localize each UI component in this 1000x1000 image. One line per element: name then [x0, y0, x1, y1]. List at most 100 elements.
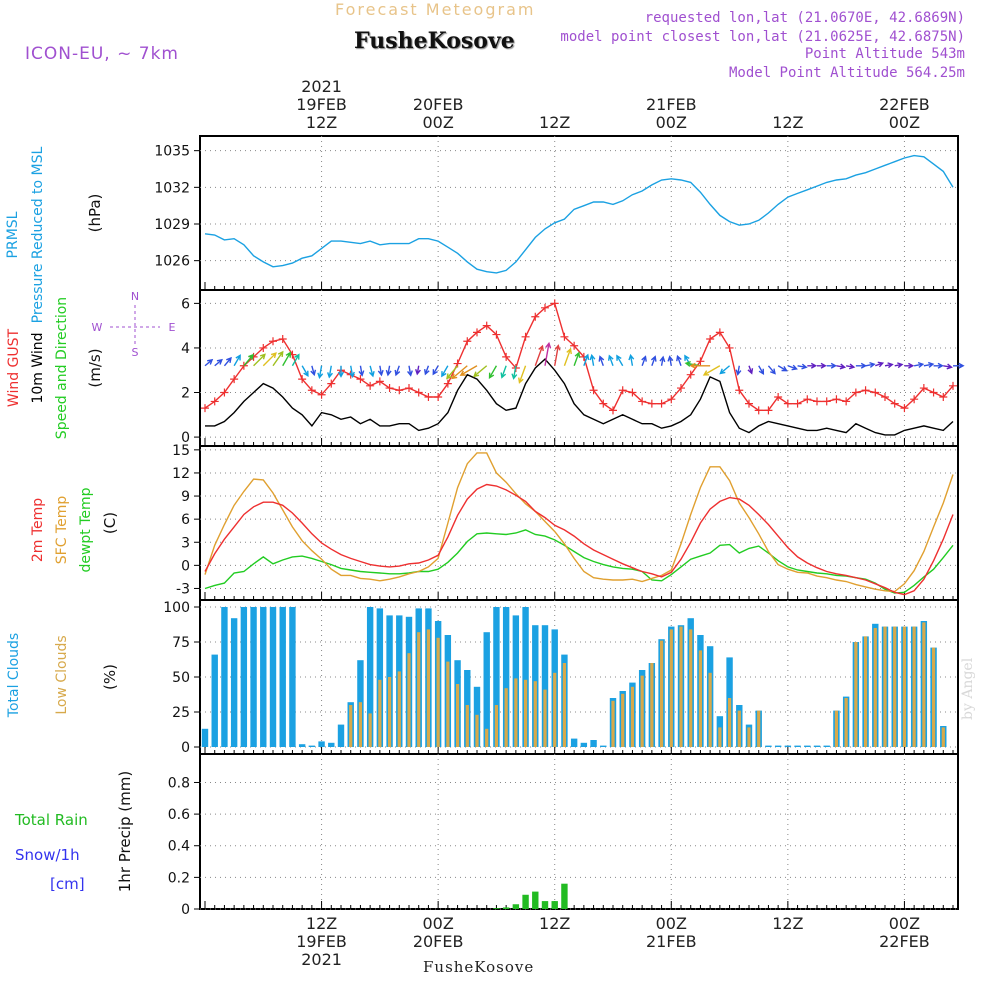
wind-direction-arrow — [233, 354, 241, 367]
wind-direction-arrow — [855, 362, 868, 369]
total-cloud-bar — [308, 745, 316, 747]
bottom-time-label: 19FEB — [296, 932, 347, 951]
model-point-altitude: Model Point Altitude 564.25m — [728, 65, 965, 81]
low-cloud-bar — [523, 679, 528, 747]
forecast-subtitle: Forecast Meteogram — [335, 0, 536, 19]
legend-total-rain: Total Rain — [14, 811, 88, 829]
gust-marker — [706, 335, 715, 344]
gust-marker — [929, 388, 938, 397]
total-cloud-bar — [318, 741, 325, 747]
series-label: PRMSL — [5, 211, 21, 258]
low-cloud-bar — [387, 677, 392, 747]
gust-marker — [774, 392, 783, 401]
panel-frame — [199, 753, 959, 910]
y-axis-label: (%) — [101, 664, 119, 690]
low-cloud-bar — [485, 728, 489, 747]
total-cloud-bar — [823, 745, 830, 747]
gust-marker — [482, 321, 491, 330]
gust-marker — [259, 343, 268, 352]
wind-direction-arrow — [641, 355, 647, 367]
gust-marker — [278, 335, 287, 344]
wind-direction-arrow — [787, 364, 798, 371]
total-cloud-bar — [366, 607, 374, 747]
low-cloud-bar — [504, 688, 508, 747]
total-cloud-bar — [240, 607, 248, 747]
low-cloud-bar — [562, 663, 567, 747]
wind-direction-arrow — [554, 344, 561, 366]
y-tick-label: 12 — [172, 466, 190, 482]
low-cloud-bar — [407, 653, 411, 747]
wind-direction-arrow — [459, 365, 478, 376]
gust-marker — [638, 397, 647, 406]
gust-marker — [201, 404, 209, 413]
low-cloud-bar — [727, 698, 732, 747]
total-cloud-bar — [211, 654, 218, 747]
y-tick-label: 25 — [172, 705, 190, 721]
top-time-label: 00Z — [889, 113, 920, 132]
low-cloud-bar — [718, 727, 722, 747]
series-label: Total Clouds — [6, 633, 22, 718]
y-tick-label: 100 — [163, 600, 190, 616]
low-cloud-bar — [533, 681, 537, 747]
rain-bar — [522, 894, 529, 909]
y-tick-label: 0 — [181, 740, 190, 756]
total-cloud-bar — [493, 607, 500, 747]
wind-direction-arrow — [446, 365, 459, 380]
legend-snow: Snow/1h — [15, 846, 80, 864]
wind-direction-arrow — [583, 353, 590, 367]
gust-marker — [871, 388, 880, 397]
gust-marker — [395, 386, 404, 395]
low-cloud-bar — [747, 727, 751, 747]
total-cloud-bar — [221, 607, 228, 747]
gust-marker — [832, 395, 841, 404]
gust-marker — [754, 406, 763, 415]
wind-direction-arrow — [262, 352, 277, 367]
panel-temperature — [194, 445, 959, 601]
rain-bar — [551, 901, 558, 909]
total-cloud-bar — [804, 745, 811, 747]
gust-marker — [647, 399, 656, 408]
low-cloud-bar — [455, 684, 460, 747]
top-time-label: 12Z — [539, 113, 570, 132]
wind-direction-arrow — [933, 362, 944, 369]
gust-marker — [385, 384, 394, 393]
gust-marker — [317, 390, 326, 399]
gust-marker — [521, 332, 530, 341]
y-tick-label: 0 — [181, 558, 190, 574]
low-cloud-bar — [912, 626, 916, 747]
total-cloud-bar — [541, 625, 549, 747]
total-cloud-bar — [765, 745, 772, 747]
y-tick-label: 4 — [181, 341, 190, 357]
gust-marker — [696, 357, 705, 366]
wind-direction-arrow — [598, 355, 605, 367]
y-tick-label: 6 — [181, 296, 190, 312]
low-cloud-bar — [893, 626, 897, 747]
gust-marker — [628, 388, 637, 397]
series-line-prmsl — [204, 154, 954, 274]
low-cloud-bar — [737, 710, 741, 747]
wind-direction-arrow — [817, 362, 827, 369]
series-label: Low Clouds — [54, 635, 70, 714]
gust-marker — [949, 381, 957, 390]
series-label: 2m Temp — [30, 498, 46, 562]
wind-direction-arrow — [368, 365, 375, 378]
low-cloud-bar — [543, 689, 547, 747]
y-tick-label: 9 — [181, 489, 190, 505]
wind-direction-arrow — [616, 354, 624, 367]
wind-direction-arrow — [291, 353, 300, 367]
y-tick-label: 1026 — [154, 254, 190, 270]
wind-direction-arrow — [735, 365, 742, 376]
series-line-10m-wind — [205, 358, 954, 436]
compass-w: W — [92, 321, 103, 334]
y-tick-label: -3 — [176, 581, 190, 597]
wind-direction-arrow — [719, 365, 731, 375]
top-time-label: 21FEB — [646, 95, 697, 114]
total-cloud-bar — [502, 607, 510, 747]
low-cloud-bar — [931, 647, 936, 747]
bottom-time-label: 00Z — [422, 914, 453, 933]
bottom-time-label: 21FEB — [646, 932, 697, 951]
wind-direction-arrow — [253, 353, 266, 367]
gust-marker — [443, 379, 452, 388]
wind-direction-arrow — [659, 355, 666, 366]
wind-direction-arrow — [394, 365, 401, 377]
